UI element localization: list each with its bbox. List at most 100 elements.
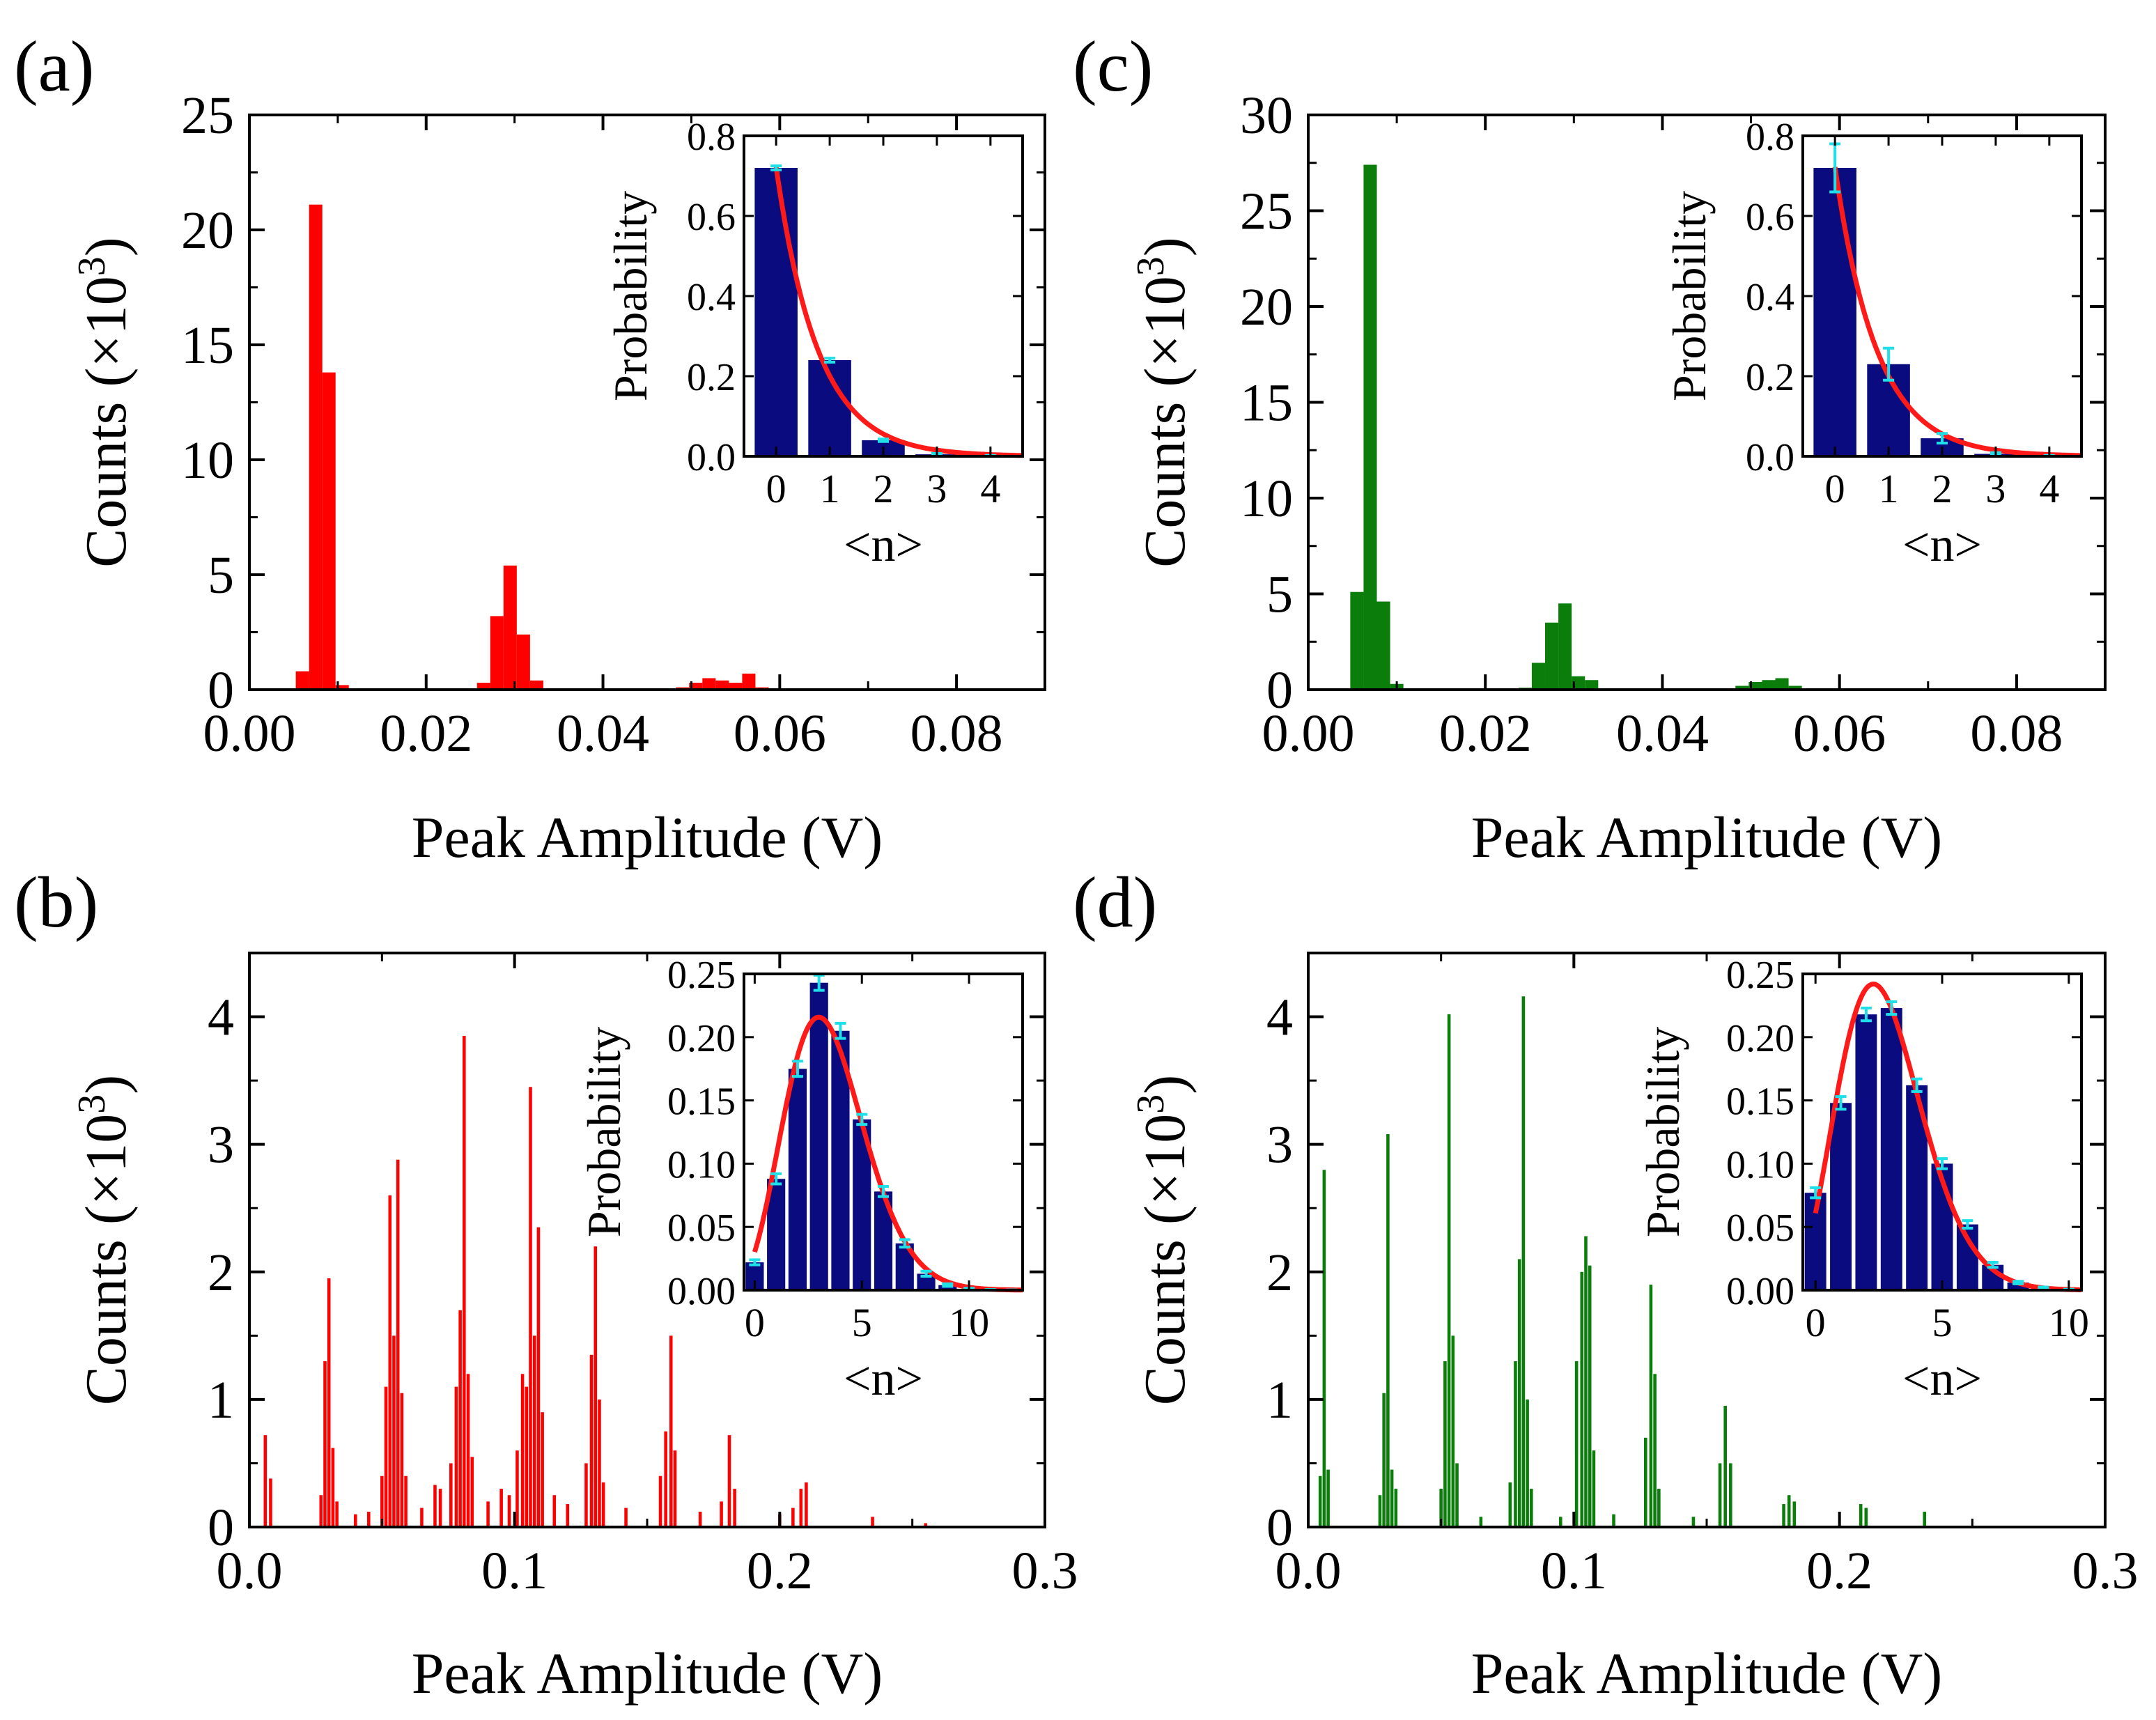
histogram-bar — [601, 1482, 605, 1527]
histogram-bar — [388, 1195, 392, 1527]
panel-c: (c)0.00 0.02 0.04 0.06 0.08051015202530Peak … — [1073, 26, 2107, 870]
inset-x-axis-title: <n> — [1902, 1352, 1982, 1406]
histogram-bar — [1545, 622, 1559, 690]
histogram-bar — [529, 680, 543, 690]
histogram-bar — [1439, 1489, 1443, 1527]
histogram-bar — [384, 1386, 388, 1527]
y-tick-label: 2 — [208, 1243, 234, 1302]
histogram-bar — [269, 1478, 272, 1527]
y-axis-title-superscript: 3 — [1129, 256, 1172, 276]
histogram-bar — [702, 678, 716, 690]
histogram-bar — [689, 683, 703, 690]
histogram-bar — [1558, 603, 1572, 690]
error-bar — [1937, 432, 1948, 445]
x-tick-label: 0.08 — [1970, 704, 2063, 763]
panel-label: (d) — [1073, 862, 1157, 943]
histogram-bar — [1735, 685, 1749, 690]
x-axis-title: Peak Amplitude (V) — [1471, 805, 1943, 870]
inset-bar — [1830, 1103, 1852, 1290]
inset-x-tick-label: 1 — [1879, 466, 1899, 511]
inset-y-tick-label: 0.4 — [687, 276, 736, 319]
inset-x-tick-label: 1 — [820, 466, 840, 511]
x-tick-label: 0.02 — [1439, 704, 1532, 763]
inset-bar — [1855, 1014, 1877, 1290]
histogram-bar — [1318, 1475, 1322, 1527]
histogram-bar — [1517, 1259, 1521, 1527]
histogram-bar — [1585, 680, 1599, 690]
inset-x-axis-title: <n> — [844, 518, 923, 572]
histogram-bar — [1350, 591, 1364, 690]
y-tick-label: 4 — [1266, 989, 1293, 1047]
histogram-bar — [396, 1159, 400, 1527]
histogram-bar — [392, 1335, 396, 1527]
histogram-bar — [742, 673, 756, 690]
histogram-bar — [1514, 1361, 1517, 1527]
inset-y-axis-title: Probability — [1636, 1027, 1689, 1237]
histogram-bar — [319, 1495, 323, 1527]
error-bar — [770, 1172, 782, 1186]
histogram-bar — [309, 204, 323, 690]
y-tick-label: 0 — [208, 661, 234, 720]
histogram-bar — [335, 1501, 339, 1527]
histogram-bar — [1657, 1489, 1661, 1527]
x-tick-label: 0.0 — [217, 1542, 283, 1600]
inset-y-axis-title: Probability — [604, 191, 657, 401]
inset-y-tick-label: 0.25 — [667, 954, 736, 997]
y-tick-label: 10 — [181, 431, 234, 490]
error-bar — [1883, 346, 1895, 382]
histogram-bar — [458, 1310, 462, 1527]
histogram-bar — [400, 1393, 404, 1527]
y-axis-title-superscript: 3 — [70, 1094, 114, 1114]
y-axis-title: Counts (×103) — [1129, 237, 1197, 567]
inset-x-tick-label: 0 — [745, 1300, 765, 1345]
x-axis-title: Peak Amplitude (V) — [412, 805, 883, 870]
histogram-bar — [490, 616, 504, 690]
inset-y-tick-label: 0.05 — [1726, 1207, 1794, 1250]
histogram-bar — [367, 1512, 371, 1527]
inset-x-tick-label: 0 — [1806, 1300, 1826, 1345]
inset-y-axis-title: Probability — [1663, 191, 1716, 401]
inset-x-tick-label: 0 — [1825, 466, 1845, 511]
panel-label: (b) — [14, 862, 98, 943]
histogram-bar — [729, 683, 743, 690]
inset-bar — [754, 168, 798, 456]
error-bar — [824, 357, 836, 364]
y-axis-title-superscript: 3 — [1129, 1094, 1172, 1114]
histogram-bar — [673, 1450, 677, 1527]
histogram-bar — [1612, 1514, 1615, 1527]
inset-y-tick-label: 0.20 — [667, 1017, 736, 1060]
histogram-bar — [1653, 1374, 1657, 1527]
y-tick-label: 30 — [1240, 86, 1293, 145]
histogram-bar — [507, 1495, 511, 1527]
histogram-bar — [1394, 1489, 1398, 1527]
inset-chart: 0 1 2 3 4 0.0 0.2 0.4 0.6 0.8 <n> Probability — [1663, 116, 2083, 572]
histogram-bar — [1558, 1517, 1562, 1527]
panel-label: (c) — [1073, 26, 1153, 107]
error-bar — [1937, 1157, 1948, 1170]
inset-y-tick-label: 0.8 — [687, 116, 736, 159]
inset-y-tick-label: 0.10 — [667, 1143, 736, 1186]
y-axis-title: Counts (×103) — [70, 1075, 139, 1405]
histogram-bar — [566, 1504, 570, 1527]
histogram-bar — [1386, 1134, 1390, 1527]
inset-x-tick-label: 5 — [852, 1300, 872, 1345]
x-tick-label: 0.06 — [1793, 704, 1886, 763]
histogram-bar — [1792, 1501, 1797, 1527]
histogram-bar — [1864, 1508, 1868, 1527]
inset-bar — [2007, 1283, 2029, 1290]
error-bar — [878, 1185, 889, 1198]
histogram-bar — [1580, 1271, 1584, 1527]
y-tick-label: 4 — [208, 989, 234, 1047]
inset-x-tick-label: 10 — [2049, 1300, 2089, 1345]
histogram-bar — [532, 1335, 536, 1527]
histogram-bar — [476, 683, 490, 690]
histogram-bar — [624, 1508, 628, 1527]
histogram-bar — [1443, 1361, 1447, 1527]
fit-curve — [1832, 166, 2082, 458]
histogram-bar — [463, 1036, 466, 1527]
inset-y-tick-label: 0.2 — [1746, 356, 1794, 399]
x-tick-label: 0.2 — [747, 1542, 813, 1600]
error-bar — [749, 1258, 761, 1266]
y-axis-title-close: ) — [1133, 1075, 1197, 1094]
